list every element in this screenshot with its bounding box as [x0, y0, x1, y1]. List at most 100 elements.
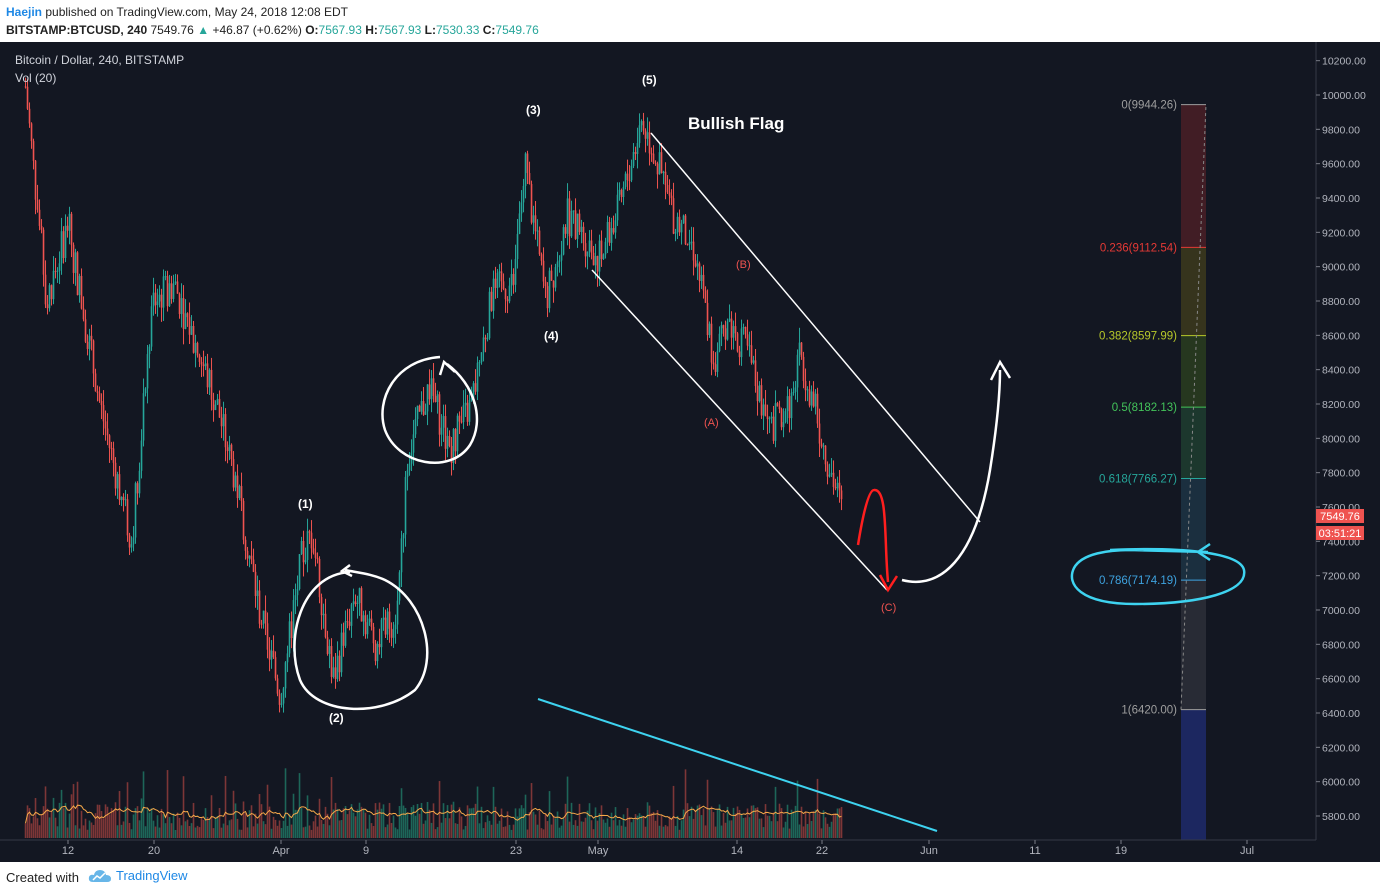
candle-body — [724, 328, 727, 340]
volume-bar — [34, 798, 37, 838]
x-tick-label: 20 — [148, 845, 160, 857]
candle-body — [324, 613, 327, 638]
candle-body — [194, 342, 197, 353]
candle-body — [388, 611, 391, 629]
candle-body — [672, 198, 675, 234]
candle-body — [110, 447, 113, 449]
close-value: 7549.76 — [495, 23, 539, 37]
volume-bar — [120, 824, 123, 838]
candle-body — [248, 555, 251, 559]
volume-bar — [388, 802, 391, 838]
candle-body — [50, 285, 53, 300]
candle-body — [296, 588, 299, 596]
candle-body — [710, 323, 713, 363]
candle-body — [680, 223, 683, 233]
price-chart[interactable]: 0(9944.26) 0.236(9112.54) 0.382(8597.99) 0.… — [0, 42, 1380, 862]
candle-body — [68, 213, 71, 231]
volume-bar — [666, 826, 669, 838]
author-link[interactable]: Haejin — [6, 5, 43, 19]
volume-bar — [30, 823, 33, 838]
projection-red-path — [856, 488, 890, 583]
fib-level-label: 0(9944.26) — [1121, 100, 1177, 112]
volume-bar — [758, 818, 761, 838]
volume-bar — [524, 794, 527, 838]
candle-body — [526, 153, 529, 174]
volume-bar — [170, 823, 173, 838]
volume-bar — [208, 818, 211, 838]
volume-bar — [74, 825, 77, 838]
candle-body — [122, 496, 125, 501]
volume-bar — [564, 803, 567, 838]
candle-body — [502, 281, 505, 290]
volume-bar — [448, 818, 451, 838]
candle-body — [712, 362, 715, 365]
candle-body — [484, 337, 487, 340]
volume-bar — [598, 813, 601, 838]
candle-body — [316, 557, 319, 559]
fibonacci-retracement[interactable]: 0(9944.26) 0.236(9112.54) 0.382(8597.99) 0.… — [1099, 100, 1207, 840]
volume-bar — [430, 822, 433, 838]
candle-body — [608, 222, 611, 243]
tradingview-brand[interactable]: TradingView — [88, 868, 188, 883]
volume-bar — [462, 829, 465, 838]
volume-bar — [642, 816, 645, 838]
volume-bar — [334, 802, 337, 838]
volume-bar — [164, 823, 167, 838]
volume-bar — [94, 813, 97, 838]
candle-body — [58, 263, 61, 271]
candle-body — [658, 152, 661, 175]
volume-bar — [394, 827, 397, 838]
volume-bar — [838, 808, 841, 838]
volume-bar — [330, 777, 333, 838]
candle-body — [638, 125, 641, 144]
candle-body — [106, 428, 109, 436]
candle-body — [118, 474, 121, 501]
volume-bar — [560, 825, 563, 838]
volume-bar — [454, 823, 457, 838]
candle-body — [826, 464, 829, 477]
chart-area[interactable]: 0(9944.26) 0.236(9112.54) 0.382(8597.99) 0.… — [0, 42, 1380, 862]
candle-body — [476, 362, 479, 392]
candle-body — [166, 276, 169, 307]
candle-body — [750, 345, 753, 363]
candle-body — [358, 588, 361, 603]
candle-body — [604, 241, 607, 255]
candle-body — [372, 626, 375, 644]
candle-body — [800, 342, 803, 357]
candle-body — [458, 415, 461, 422]
candle-body — [48, 285, 51, 309]
volume-bar — [802, 826, 805, 838]
volume-bar — [300, 807, 303, 838]
candle-body — [674, 232, 677, 234]
volume-bar — [786, 804, 789, 838]
candle-body — [678, 216, 681, 233]
volume-bar — [436, 827, 439, 838]
volume-bar — [52, 797, 55, 838]
candle-body — [400, 538, 403, 573]
created-with-label: Created with — [6, 870, 79, 885]
candle-body — [558, 260, 561, 262]
candle-body — [770, 416, 773, 419]
candle-body — [84, 319, 87, 342]
volume-bar — [438, 781, 441, 838]
volume-bar — [106, 806, 109, 838]
publish-info: published on TradingView.com, May 24, 20… — [45, 5, 348, 19]
candle-body — [486, 338, 489, 340]
candle-body — [454, 429, 457, 452]
drawings[interactable] — [293, 132, 1246, 832]
candle-body — [520, 202, 523, 214]
candle-body — [584, 243, 587, 257]
candle-body — [594, 256, 597, 266]
candle-body — [720, 325, 723, 334]
candle-body — [780, 409, 783, 428]
volume-bar — [808, 812, 811, 838]
volume-bar — [416, 804, 419, 838]
volume-bar — [674, 825, 677, 838]
candle-body — [270, 650, 273, 660]
candle-body — [382, 617, 385, 620]
candle-body — [56, 270, 59, 272]
volume-bar — [522, 808, 525, 838]
candle-body — [548, 270, 551, 309]
volume-bar — [452, 801, 455, 838]
volume-bar — [146, 808, 149, 838]
